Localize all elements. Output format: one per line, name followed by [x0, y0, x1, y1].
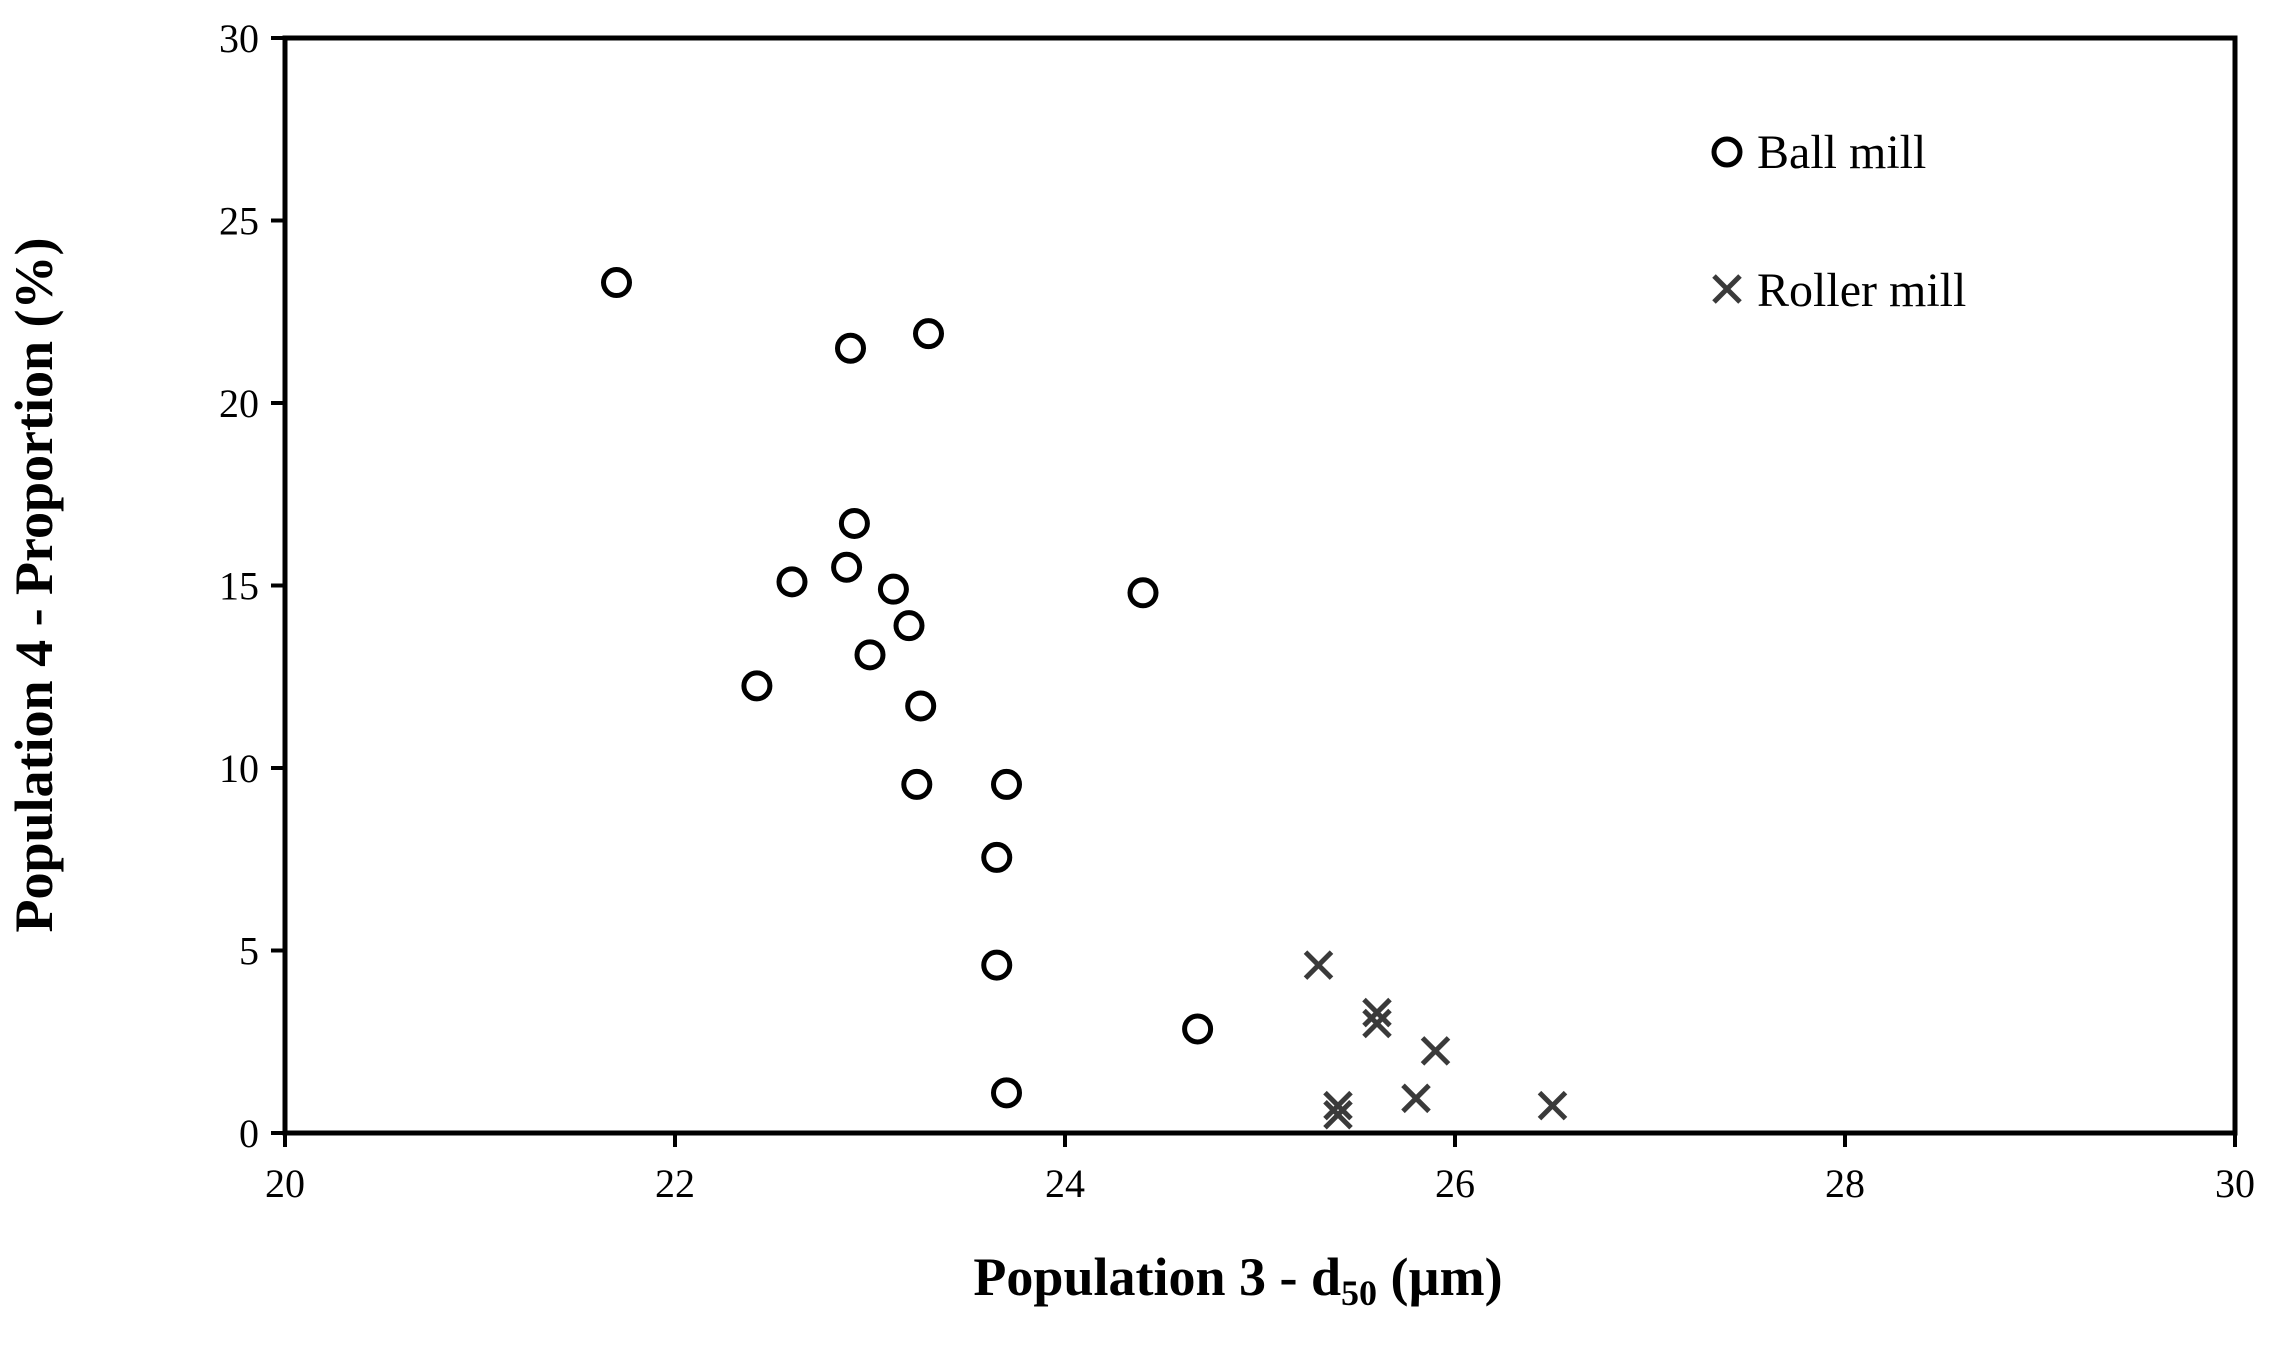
point-ball-mill [981, 841, 1013, 873]
point-roller-mill [1323, 1099, 1353, 1130]
x-axis-title-main: Population 3 - d [973, 1247, 1341, 1307]
point-roller-mill [1362, 1008, 1392, 1039]
point-ball-mill [981, 949, 1013, 981]
x-axis-title-subscript: 50 [1341, 1273, 1377, 1313]
point-ball-mill [835, 332, 866, 364]
y-tick-label: 10 [219, 746, 259, 791]
point-ball-mill [901, 768, 933, 800]
x-tick-label: 30 [2215, 1161, 2255, 1206]
y-axis-title: Population 4 - Proportion (%) [4, 237, 64, 932]
point-roller-mill [1401, 1083, 1431, 1114]
point-ball-mill [854, 639, 886, 671]
y-tick-label: 5 [239, 929, 259, 974]
y-tick-label: 15 [219, 564, 259, 609]
x-tick-label: 22 [655, 1161, 695, 1206]
point-ball-mill [991, 1077, 1022, 1109]
point-ball-mill [741, 670, 773, 702]
x-axis-ticks: 20 22 24 26 28 30 [265, 1133, 2255, 1206]
x-axis-title: Population 3 - d50 (µm) [973, 1247, 1502, 1313]
point-roller-mill [1323, 1090, 1353, 1121]
point-roller-mill [1362, 997, 1392, 1028]
y-axis-ticks: 0 5 10 15 20 25 30 [219, 16, 285, 1156]
legend-label-ball-mill: Ball mill [1757, 126, 1926, 179]
y-tick-label: 25 [219, 199, 259, 244]
point-ball-mill [877, 573, 909, 605]
point-ball-mill [776, 566, 808, 598]
legend-label-roller-mill: Roller mill [1757, 264, 1966, 317]
x-tick-label: 24 [1045, 1161, 1085, 1206]
point-ball-mill [1127, 577, 1159, 609]
data-markers [601, 267, 1568, 1130]
x-axis-title-unit: (µm) [1377, 1247, 1503, 1307]
y-tick-label: 20 [219, 381, 259, 426]
x-tick-label: 28 [1825, 1161, 1865, 1206]
point-ball-mill [831, 551, 863, 583]
legend-marker-ball-mill [1711, 136, 1743, 168]
legend: Ball mill Roller mill [1711, 126, 1966, 317]
point-ball-mill [913, 318, 944, 350]
legend-marker-roller-mill [1712, 274, 1742, 304]
plot-area [282, 35, 2238, 1136]
y-tick-label: 30 [219, 16, 259, 61]
point-ball-mill [991, 768, 1022, 800]
point-roller-mill [1537, 1090, 1568, 1121]
x-tick-label: 26 [1435, 1161, 1475, 1206]
point-roller-mill [1303, 950, 1334, 980]
point-ball-mill [601, 267, 632, 299]
point-ball-mill [1182, 1013, 1214, 1045]
y-tick-label: 0 [239, 1111, 259, 1156]
point-ball-mill [893, 610, 925, 642]
point-ball-mill [838, 507, 870, 539]
x-tick-label: 20 [265, 1161, 305, 1206]
point-ball-mill [905, 690, 937, 722]
point-roller-mill [1420, 1036, 1451, 1066]
